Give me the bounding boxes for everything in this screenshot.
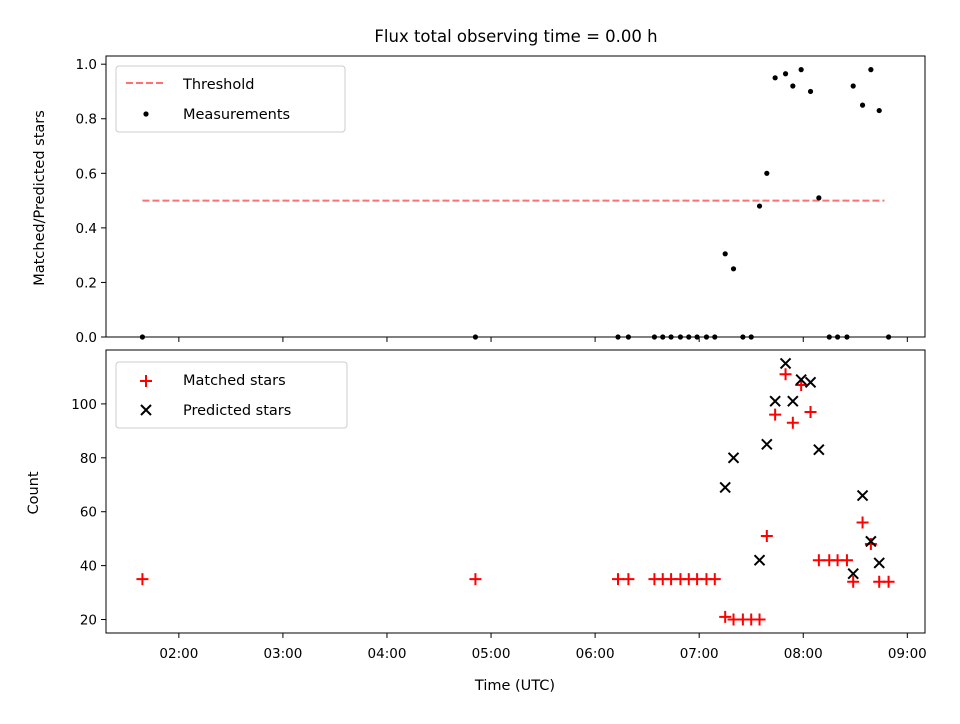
- measurement-point: [876, 107, 882, 114]
- bottom-legend-predicted-label: Predicted stars: [183, 403, 291, 419]
- x-tick-label: 08:00: [784, 646, 823, 662]
- x-tick-label: 05:00: [472, 646, 511, 662]
- top-legend-measurements-swatch: [143, 111, 149, 117]
- measurement-point: [798, 67, 804, 73]
- chart-title: Flux total observing time = 0.00 h: [374, 27, 657, 46]
- matched-star-marker: [847, 575, 860, 588]
- top-y-tick-label: 0.6: [76, 166, 97, 182]
- top-legend-frame: [115, 65, 346, 133]
- measurement-point: [807, 88, 814, 95]
- top-plot-frame: [105, 55, 926, 338]
- predicted-star-marker: [795, 373, 807, 386]
- matched-star-marker: [812, 554, 825, 567]
- matched-star-marker: [719, 610, 732, 623]
- matched-star-marker: [856, 516, 869, 529]
- predicted-star-marker: [865, 535, 877, 548]
- bottom-y-tick-label: 80: [80, 451, 97, 467]
- measurement-point: [730, 266, 737, 272]
- top-y-tick-label: 0.4: [76, 221, 97, 237]
- predicted-star-marker: [719, 481, 731, 494]
- top-legend: Threshold Measurements: [115, 65, 346, 133]
- matched-star-marker: [612, 573, 625, 586]
- measurement-point: [790, 83, 796, 89]
- matched-star-marker: [622, 573, 635, 586]
- predicted-star-marker: [873, 557, 885, 569]
- bottom-legend-frame: [115, 361, 348, 429]
- bottom-axes: 20 40 60 80 100 02:00 03:00 04:00 05:00 06:00 07:0…: [71, 349, 927, 662]
- predicted-star-marker: [761, 438, 773, 451]
- x-tick-label: 03:00: [263, 646, 302, 662]
- top-panel: 0.0 0.2 0.4 0.6 0.8 1.0 Threshold Measurement…: [32, 55, 926, 346]
- predicted-star-marker: [856, 489, 869, 502]
- predicted-star-marker: [787, 395, 799, 407]
- matched-star-marker: [840, 554, 853, 567]
- measurement-point: [850, 83, 856, 89]
- predicted-star-marker: [847, 567, 859, 580]
- measurement-point: [772, 75, 778, 81]
- measurement-point: [868, 67, 874, 73]
- top-legend-measurements-label: Measurements: [183, 107, 290, 123]
- bottom-legend: Matched stars Predicted stars: [115, 361, 348, 429]
- bottom-legend-matched-label: Matched stars: [183, 373, 286, 389]
- top-y-tick-label: 0.0: [76, 330, 97, 346]
- matched-star-marker: [469, 573, 482, 586]
- x-tick-label: 04:00: [368, 646, 407, 662]
- x-tick-label: 09:00: [888, 646, 927, 662]
- bottom-legend-matched-swatch: [140, 375, 152, 387]
- top-legend-threshold-label: Threshold: [182, 77, 254, 93]
- bottom-plot-marks: [136, 357, 895, 626]
- matched-star-marker: [779, 368, 792, 381]
- matched-star-marker: [882, 575, 895, 588]
- matched-star-marker: [786, 416, 799, 429]
- measurement-point: [859, 102, 866, 108]
- top-y-tick-label: 0.2: [76, 275, 97, 291]
- x-tick-label: 02:00: [159, 646, 198, 662]
- bottom-y-tick-label: 60: [80, 505, 97, 521]
- bottom-y-tick-label: 40: [80, 559, 97, 575]
- matched-star-marker: [864, 538, 877, 551]
- matched-star-marker: [136, 573, 149, 586]
- matched-star-marker: [708, 573, 721, 586]
- bottom-y-axis-label: Count: [26, 471, 42, 514]
- predicted-star-marker: [779, 357, 792, 370]
- matched-star-marker: [760, 529, 773, 542]
- predicted-star-marker: [813, 444, 825, 456]
- bottom-panel: 20 40 60 80 100 02:00 03:00 04:00 05:00 06:00 07:0…: [26, 349, 927, 694]
- matched-star-marker: [753, 613, 766, 626]
- matched-star-marker: [804, 405, 817, 418]
- measurement-point: [782, 71, 789, 77]
- measurement-point: [816, 195, 822, 201]
- top-axes: 0.0 0.2 0.4 0.6 0.8 1.0: [76, 55, 926, 346]
- x-tick-label: 07:00: [680, 646, 719, 662]
- top-y-tick-label: 1.0: [76, 57, 97, 73]
- matched-star-marker: [769, 408, 782, 421]
- top-y-axis-label: Matched/Predicted stars: [32, 110, 48, 286]
- x-tick-label: 06:00: [576, 646, 615, 662]
- bottom-y-tick-label: 20: [80, 613, 97, 629]
- top-y-tick-label: 0.8: [76, 112, 97, 128]
- predicted-star-marker: [804, 376, 817, 389]
- x-axis-label: Time (UTC): [474, 678, 555, 694]
- bottom-plot-frame: [105, 349, 926, 634]
- predicted-star-marker: [769, 395, 781, 407]
- bottom-legend-predicted-swatch: [140, 404, 152, 416]
- predicted-star-marker: [727, 452, 740, 464]
- bottom-y-tick-label: 100: [71, 397, 97, 413]
- measurement-point: [722, 251, 728, 257]
- predicted-star-marker: [753, 554, 766, 566]
- measurement-point: [756, 203, 763, 209]
- measurement-point: [764, 170, 770, 176]
